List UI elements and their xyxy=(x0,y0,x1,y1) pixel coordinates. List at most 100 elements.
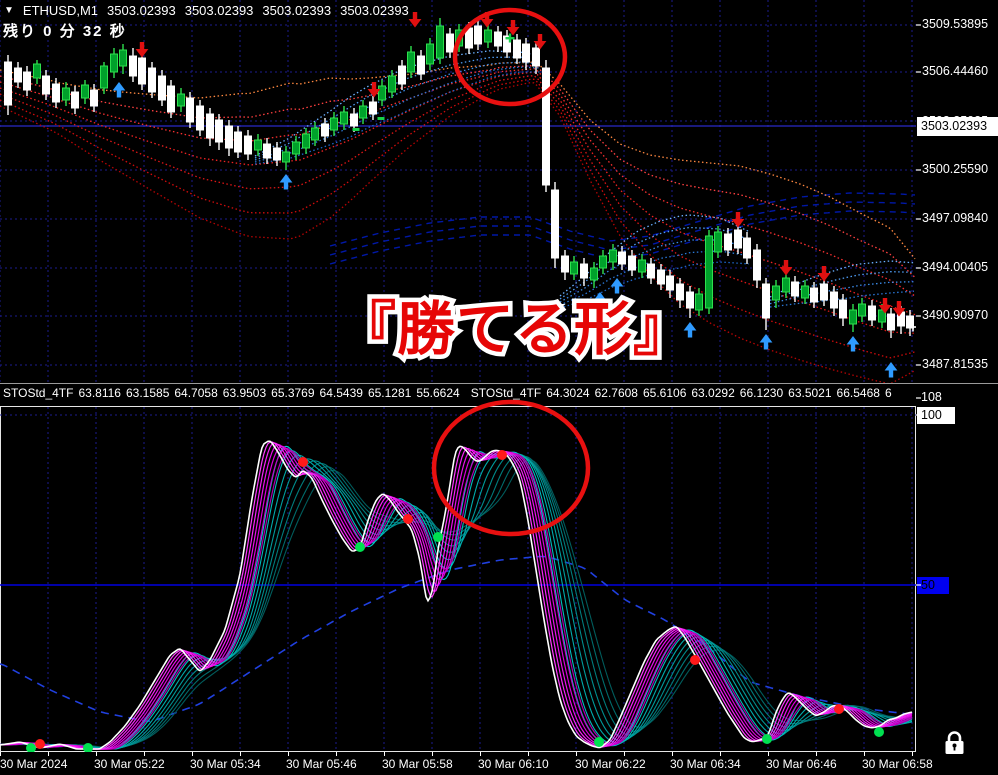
time-tick-label: 30 Mar 06:34 xyxy=(670,757,741,771)
candle xyxy=(599,250,607,274)
candle xyxy=(676,278,684,308)
candle xyxy=(330,112,338,136)
sell-signal-dot xyxy=(690,655,700,665)
candle xyxy=(417,50,425,80)
candle xyxy=(772,280,780,308)
stoch-magenta-line xyxy=(0,447,913,750)
indicator-value: 66.1230 xyxy=(739,386,784,400)
candle xyxy=(426,38,434,70)
candle xyxy=(292,136,300,160)
price-tick-label: 3506.44460 xyxy=(922,64,989,78)
candle xyxy=(302,128,310,154)
sell-arrow-icon xyxy=(731,212,745,228)
green-dash-marker xyxy=(352,128,360,131)
pane-divider[interactable] xyxy=(0,383,998,384)
candle xyxy=(14,62,22,88)
candle xyxy=(158,70,166,106)
candle xyxy=(225,120,233,156)
stoch-magenta-line xyxy=(0,445,913,750)
candle xyxy=(695,288,703,316)
current-price-box: 3503.02393 xyxy=(917,117,998,136)
candle xyxy=(810,282,818,308)
indicator-value: 63.1585 xyxy=(125,386,170,400)
candle xyxy=(398,60,406,90)
candle xyxy=(657,264,665,290)
stoch-magenta-line xyxy=(0,443,913,750)
price-axis[interactable]: 3509.53895 3506.44460 3500.25590 3497.09840… xyxy=(917,0,998,383)
chart-menu-caret-icon[interactable]: ▼ xyxy=(4,5,14,16)
buy-arrow-icon xyxy=(610,278,624,294)
candle xyxy=(138,52,146,90)
green-cross-marker xyxy=(508,33,512,43)
candle xyxy=(820,278,828,306)
candle xyxy=(590,262,598,288)
candle xyxy=(513,34,521,64)
indicator-canvas[interactable] xyxy=(0,385,916,752)
sell-arrow-icon xyxy=(892,301,906,317)
candle xyxy=(148,62,156,98)
candle xyxy=(33,60,41,84)
bar-countdown-label: 残り 0 分 32 秒 xyxy=(3,23,127,40)
candle xyxy=(762,278,770,330)
green-dash-marker xyxy=(377,117,385,120)
last-bar-plus-marker xyxy=(912,322,914,332)
candle xyxy=(618,246,626,270)
indicator-name: STOStd_4TF xyxy=(470,386,542,400)
sell-arrow-icon xyxy=(779,260,793,276)
candle xyxy=(542,60,550,192)
candle xyxy=(686,286,694,318)
candle xyxy=(494,26,502,52)
sell-arrow-icon xyxy=(367,82,381,98)
candle xyxy=(753,244,761,288)
sell-arrow-icon xyxy=(135,42,149,58)
candle xyxy=(100,62,108,94)
candle xyxy=(23,66,31,96)
time-tick-label: 30 Mar 2024 xyxy=(0,757,68,771)
indicator-value: 63.8116 xyxy=(78,386,121,400)
stoch-magenta-line xyxy=(0,442,913,750)
candle xyxy=(215,114,223,150)
candle xyxy=(90,84,98,112)
price-tick-label: 3509.53895 xyxy=(922,17,989,31)
candle xyxy=(455,24,463,52)
indicator-value: 62.7608 xyxy=(594,386,638,400)
candle xyxy=(388,70,396,98)
indicator-value: 66.5468 xyxy=(836,386,880,400)
candle xyxy=(177,88,185,112)
lock-icon[interactable] xyxy=(945,731,964,755)
buy-arrow-icon xyxy=(884,362,898,378)
indicator-value: 65.6106 xyxy=(642,386,687,400)
candle xyxy=(282,146,290,170)
buy-signal-dot xyxy=(433,532,443,542)
indicator-value: 55.6624 xyxy=(416,386,460,400)
candle xyxy=(858,298,866,322)
indicator-level-50-box: 50 xyxy=(917,577,949,594)
candle xyxy=(782,272,790,298)
candle xyxy=(119,44,127,74)
indicator-level-100-box: 100 xyxy=(917,407,955,424)
candle xyxy=(906,310,914,336)
candle xyxy=(311,122,319,146)
candle xyxy=(446,28,454,58)
candle xyxy=(186,92,194,128)
indicator-name: STOStd_4TF xyxy=(3,386,74,400)
main-chart-canvas[interactable] xyxy=(0,0,916,383)
indicator-value: 64.5439 xyxy=(319,386,363,400)
candle xyxy=(887,308,895,338)
candle xyxy=(551,182,559,268)
candle xyxy=(666,270,674,298)
chart-header: ▼ ETHUSD,M1 3503.02393 3503.02393 3503.023… xyxy=(4,3,418,18)
time-tick-label: 30 Mar 06:58 xyxy=(862,757,933,771)
candle xyxy=(359,100,367,124)
indicator-value: 6 xyxy=(884,386,892,400)
sell-signal-dot xyxy=(35,739,45,749)
stoch-teal-line xyxy=(0,450,913,750)
sell-signal-dot xyxy=(298,457,308,467)
buy-arrow-icon xyxy=(593,292,607,308)
candle xyxy=(81,80,89,104)
indicator-scale-top: 108 xyxy=(921,390,942,404)
candle xyxy=(206,108,214,146)
time-axis[interactable]: 30 Mar 2024 30 Mar 05:22 30 Mar 05:34 30 Ma… xyxy=(0,752,998,775)
buy-signal-dot xyxy=(762,734,772,744)
